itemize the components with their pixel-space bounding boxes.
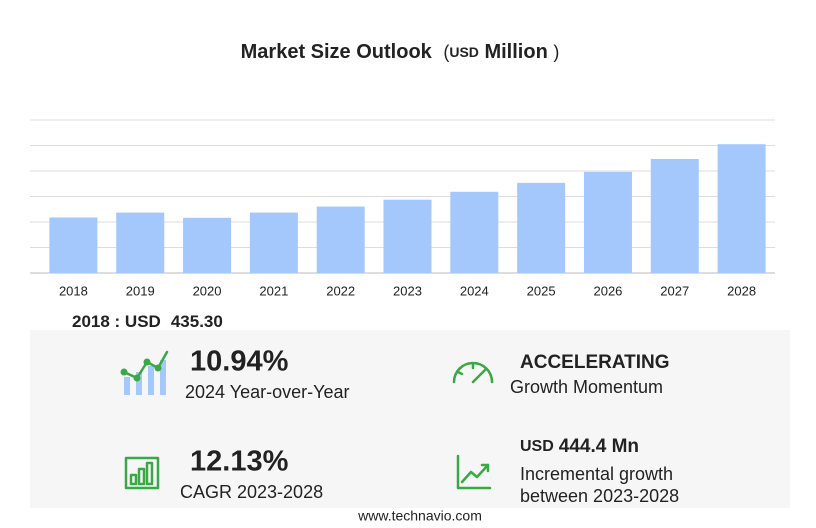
x-tick-label: 2025 (527, 283, 556, 298)
x-tick-label: 2023 (393, 283, 422, 298)
kpi-label: 2024 Year-over-Year (185, 382, 349, 402)
kpi-amount: 444.4 Mn (559, 436, 639, 457)
kpi-label: Incremental growth (520, 464, 673, 484)
kpi-value: 10.94% (190, 346, 289, 378)
footer: www.technavio.com (357, 508, 482, 524)
base-value: 435.30 (171, 312, 223, 331)
icon-gauge (452, 361, 494, 384)
title-text: Market Size Outlook (241, 41, 433, 63)
bar (183, 217, 232, 273)
chart-title: Market Size Outlook (USD Million ) (241, 41, 560, 63)
bar (717, 144, 766, 273)
bar (249, 212, 298, 273)
base-year: 2018 : USD 435.30 (72, 312, 223, 331)
kpi-label: CAGR 2023-2028 (180, 482, 323, 502)
kpi-label: Growth Momentum (510, 377, 663, 397)
icon-cagr (124, 456, 160, 490)
bar (316, 206, 365, 273)
kpi-value: 12.13% (190, 446, 289, 478)
x-tick-label: 2020 (193, 283, 222, 298)
bar (650, 159, 699, 273)
kpi-value: USD 444.4 Mn (520, 436, 639, 457)
stats-panel (30, 330, 790, 508)
kpi-label: between 2023-2028 (520, 486, 679, 506)
title-paren: ( (443, 42, 449, 62)
title-paren: ) (553, 42, 559, 62)
bar (383, 199, 432, 273)
x-tick-label: 2028 (727, 283, 756, 298)
x-tick-label: 2024 (460, 283, 489, 298)
bar (517, 182, 566, 273)
x-tick-label: 2022 (326, 283, 355, 298)
base-label: 2018 : USD (72, 312, 161, 331)
title-currency: USD (449, 44, 479, 60)
bar (49, 217, 98, 273)
x-tick-label: 2027 (660, 283, 689, 298)
x-tick-label: 2026 (593, 283, 622, 298)
bar (450, 191, 499, 273)
plot-area: 2018 2019 2020 2021 2022 2023 2024 2025 2026 2027… (30, 119, 775, 298)
kpi-value: ACCELERATING (520, 352, 670, 373)
x-tick-label: 2021 (259, 283, 288, 298)
icon-yoy (120, 350, 169, 395)
x-tick-label: 2019 (126, 283, 155, 298)
kpi-currency: USD (520, 438, 554, 455)
bar (583, 171, 632, 273)
x-tick-label: 2018 (59, 283, 88, 298)
icon-growth (456, 454, 492, 490)
bar (116, 212, 165, 273)
title-unit: Million (484, 41, 547, 63)
